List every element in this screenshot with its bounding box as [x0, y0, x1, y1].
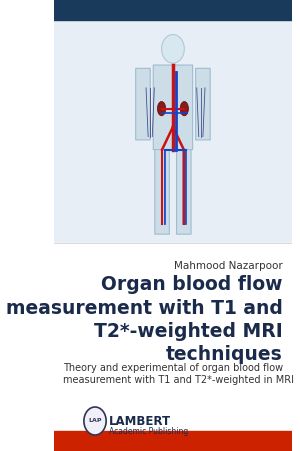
Text: Mahmood Nazarpoor: Mahmood Nazarpoor: [174, 261, 283, 271]
Text: LAP: LAP: [88, 419, 102, 423]
FancyBboxPatch shape: [155, 150, 170, 234]
Ellipse shape: [158, 101, 166, 116]
Bar: [54, 431, 292, 451]
Text: Academic Publishing: Academic Publishing: [109, 427, 189, 436]
FancyBboxPatch shape: [153, 65, 193, 150]
Bar: [54, 243, 292, 431]
FancyBboxPatch shape: [176, 150, 191, 234]
FancyBboxPatch shape: [196, 68, 210, 140]
Text: Theory and experimental of organ blood flow
measurement with T1 and T2*-weighted: Theory and experimental of organ blood f…: [63, 363, 294, 386]
Text: Organ blood flow
measurement with T1 and
T2*-weighted MRI
techniques: Organ blood flow measurement with T1 and…: [6, 275, 283, 364]
Circle shape: [162, 35, 184, 63]
Bar: [54, 0, 292, 20]
Bar: [54, 20, 292, 243]
Ellipse shape: [180, 101, 188, 116]
Text: LAMBERT: LAMBERT: [109, 415, 172, 428]
Circle shape: [84, 407, 106, 435]
FancyBboxPatch shape: [136, 68, 150, 140]
